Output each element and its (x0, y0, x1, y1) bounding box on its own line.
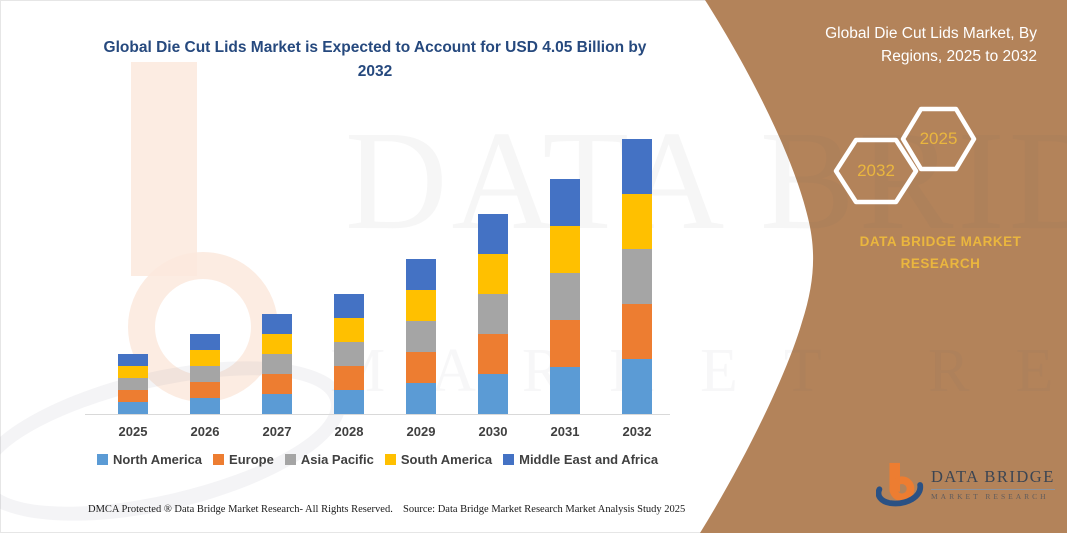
bar-segment-north-america (118, 402, 148, 414)
bar-segment-south-america (118, 366, 148, 378)
hexagon-label-2025: 2025 (919, 129, 958, 148)
stacked-bar-2030 (478, 214, 508, 414)
stacked-bar-2031 (550, 179, 580, 414)
bar-segment-middle-east-and-africa (550, 179, 580, 226)
legend-swatch (384, 454, 396, 465)
x-axis-label-2032: 2032 (622, 424, 652, 439)
legend-swatch (284, 454, 296, 465)
stacked-bar-2026 (190, 334, 220, 414)
x-axis-label-2025: 2025 (118, 424, 148, 439)
x-axis-label-2029: 2029 (406, 424, 436, 439)
bar-segment-europe (478, 334, 508, 374)
legend-label: Asia Pacific (300, 452, 374, 467)
logo-name: DATA BRIDGE (931, 467, 1055, 490)
legend-label: Europe (229, 452, 274, 467)
bar-segment-south-america (262, 334, 292, 354)
bar-segment-south-america (622, 194, 652, 249)
plot-area (85, 100, 670, 415)
legend-item-asia-pacific: Asia Pacific (284, 452, 374, 467)
legend-item-europe: Europe (213, 452, 274, 467)
bar-segment-europe (622, 304, 652, 359)
chart-legend: North America Europe Asia Pacific South Ame… (80, 452, 675, 467)
stacked-bar-2032 (622, 139, 652, 414)
x-axis-label-2026: 2026 (190, 424, 220, 439)
watermark-logo-stem (131, 62, 197, 276)
bar-segment-middle-east-and-africa (118, 354, 148, 366)
bar-segment-europe (262, 374, 292, 394)
stacked-bar-2029 (406, 259, 436, 414)
footer-dmca-notice: DMCA Protected ® Data Bridge Market Rese… (88, 504, 393, 515)
legend-item-south-america: South America (384, 452, 493, 467)
logo-subtitle: MARKET RESEARCH (931, 492, 1049, 501)
bar-segment-asia-pacific (118, 378, 148, 390)
x-axis-label-2030: 2030 (478, 424, 508, 439)
bar-segment-europe (406, 352, 436, 383)
stacked-bar-2027 (262, 314, 292, 414)
legend-label: South America (400, 452, 493, 467)
bar-segment-north-america (190, 398, 220, 414)
bar-segment-north-america (406, 383, 436, 414)
legend-label: Middle East and Africa (519, 452, 659, 467)
bar-segment-middle-east-and-africa (334, 294, 364, 318)
bar-segment-asia-pacific (406, 321, 436, 352)
x-axis-labels: 2025 2026 2027 2028 2029 2030 2031 2032 (0, 424, 755, 444)
bar-segment-asia-pacific (334, 342, 364, 366)
bar-segment-middle-east-and-africa (622, 139, 652, 194)
bar-segment-middle-east-and-africa (406, 259, 436, 290)
hexagon-2025 (900, 106, 977, 172)
side-panel-title: Global Die Cut Lids Market, By Regions, … (825, 25, 1037, 66)
logo-b-icon (876, 462, 924, 507)
legend-label: North America (112, 452, 203, 467)
x-axis-label-2028: 2028 (334, 424, 364, 439)
stacked-bar-2025 (118, 354, 148, 414)
bar-segment-asia-pacific (478, 294, 508, 334)
x-axis-label-2031: 2031 (550, 424, 580, 439)
bar-segment-middle-east-and-africa (262, 314, 292, 334)
bar-segment-asia-pacific (262, 354, 292, 374)
bar-segment-middle-east-and-africa (190, 334, 220, 350)
bar-segment-asia-pacific (622, 249, 652, 304)
brand-wordmark: DATA BRIDGE MARKET RESEARCH (859, 234, 1022, 271)
bar-segment-north-america (622, 359, 652, 414)
bar-segment-north-america (550, 367, 580, 414)
bar-segment-middle-east-and-africa (478, 214, 508, 254)
legend-swatch (213, 454, 225, 465)
stacked-bar-2028 (334, 294, 364, 414)
hexagon-2032 (833, 137, 919, 205)
bar-segment-south-america (334, 318, 364, 342)
bar-segment-asia-pacific (190, 366, 220, 382)
bar-segment-europe (190, 382, 220, 398)
legend-item-north-america: North America (96, 452, 203, 467)
bar-segment-europe (550, 320, 580, 367)
bar-segment-south-america (478, 254, 508, 294)
bar-segment-north-america (478, 374, 508, 414)
logo-text: DATA BRIDGE MARKET RESEARCH (931, 467, 1055, 501)
bar-segment-south-america (190, 350, 220, 366)
bar-segment-europe (334, 366, 364, 390)
x-axis-label-2027: 2027 (262, 424, 292, 439)
bar-segment-south-america (406, 290, 436, 321)
hexagon-label-2032: 2032 (857, 161, 895, 180)
bar-segment-south-america (550, 226, 580, 273)
legend-swatch (96, 454, 108, 465)
footer-source-note: Source: Data Bridge Market Research Mark… (403, 504, 686, 515)
legend-swatch (503, 454, 515, 465)
bar-segment-asia-pacific (550, 273, 580, 320)
bar-segment-north-america (262, 394, 292, 414)
bar-segment-europe (118, 390, 148, 402)
bar-segment-north-america (334, 390, 364, 414)
legend-item-middle-east-and-africa: Middle East and Africa (503, 452, 658, 467)
company-logo: DATA BRIDGE MARKET RESEARCH (876, 461, 1055, 507)
chart-title: Global Die Cut Lids Market is Expected t… (103, 39, 647, 81)
